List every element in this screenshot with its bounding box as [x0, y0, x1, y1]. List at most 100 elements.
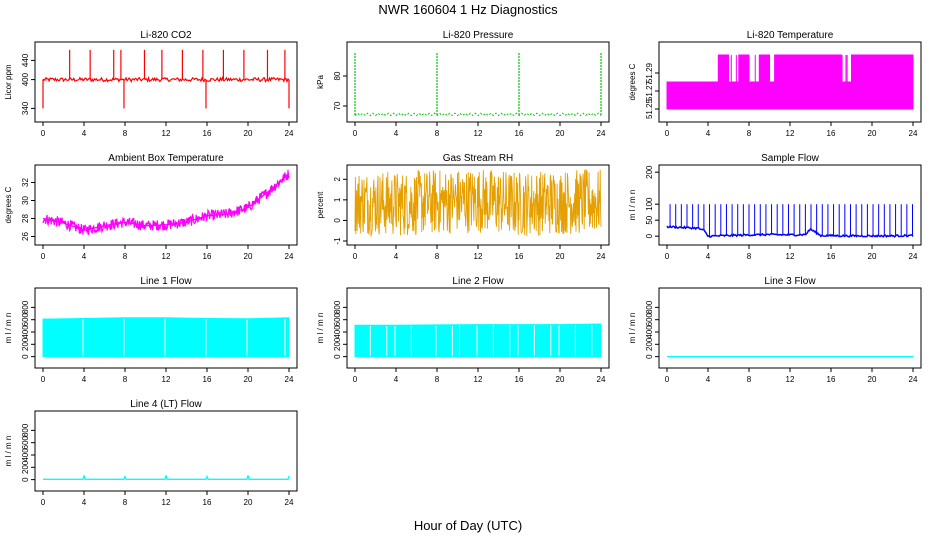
x-tick-label: 16 [515, 252, 524, 261]
x-tick-label: 0 [353, 252, 358, 261]
x-tick-label: 0 [41, 129, 46, 138]
x-tick-label: 24 [909, 129, 918, 138]
y-tick-label: 50 [645, 215, 654, 224]
x-tick-label: 20 [868, 252, 877, 261]
x-tick-label: 24 [285, 129, 294, 138]
x-tick-label: 0 [353, 129, 358, 138]
y-axis-label: degrees C [628, 63, 637, 100]
x-tick-label: 12 [786, 129, 795, 138]
x-tick-label: 0 [353, 375, 358, 384]
y-tick-label: 800 [21, 300, 30, 314]
x-tick-label: 16 [827, 375, 836, 384]
x-tick-label: 12 [786, 252, 795, 261]
x-tick-label: 20 [556, 375, 565, 384]
series-noise [42, 169, 290, 236]
x-tick-label: 0 [665, 375, 670, 384]
y-tick-label: 400 [21, 72, 30, 86]
x-tick-label: 0 [41, 252, 46, 261]
x-tick-label: 20 [244, 375, 253, 384]
x-tick-label: 24 [909, 252, 918, 261]
x-tick-label: 4 [394, 129, 399, 138]
y-tick-label: 440 [21, 53, 30, 67]
y-tick-label: 51.29 [645, 62, 654, 83]
x-tick-label: 24 [285, 252, 294, 261]
x-tick-label: 4 [82, 129, 87, 138]
x-tick-label: 12 [162, 129, 171, 138]
x-tick-label: 16 [203, 252, 212, 261]
x-tick-label: 12 [474, 375, 483, 384]
panel-title: Sample Flow [761, 153, 820, 164]
y-tick-label: 800 [645, 300, 654, 314]
y-tick-label: 26 [21, 232, 30, 241]
y-tick-label: 0 [645, 354, 654, 359]
y-tick-label: 51.27 [645, 80, 654, 101]
x-tick-label: 8 [435, 252, 440, 261]
y-tick-label: 400 [333, 325, 342, 339]
y-tick-label: 200 [333, 337, 342, 351]
x-tick-label: 16 [203, 129, 212, 138]
y-axis-label: kPa [316, 75, 325, 89]
panel-title: Li-820 CO2 [140, 30, 192, 41]
x-tick-label: 0 [665, 129, 670, 138]
y-tick-label: 340 [21, 101, 30, 115]
y-tick-label: 200 [645, 337, 654, 351]
panel-title: Ambient Box Temperature [108, 153, 224, 164]
x-tick-label: 20 [244, 252, 253, 261]
panel-title: Line 4 (LT) Flow [130, 399, 202, 410]
y-tick-label: 32 [21, 178, 30, 187]
x-tick-label: 0 [41, 375, 46, 384]
figure-title: NWR 160604 1 Hz Diagnostics [378, 2, 558, 17]
plot-frame [34, 164, 298, 246]
x-tick-label: 4 [394, 252, 399, 261]
x-tick-label: 12 [162, 252, 171, 261]
series-line [354, 112, 602, 117]
x-tick-label: 16 [203, 375, 212, 384]
panel-6: Sample Flow m l / m n 0 50 100 200 0 4 8 12 16 20 24 [628, 153, 922, 261]
x-tick-label: 20 [244, 498, 253, 507]
x-tick-label: 8 [123, 498, 128, 507]
series-line [666, 224, 914, 239]
y-axis-label: m l / m n [4, 313, 13, 344]
x-tick-label: 8 [747, 375, 752, 384]
x-tick-label: 16 [515, 129, 524, 138]
panel-1: Li-820 CO2 Licor ppm 340 400 440 0 4 8 12 16 20 24 [4, 30, 298, 138]
series-line [42, 75, 290, 83]
y-tick-label: 400 [21, 448, 30, 462]
y-tick-label: 600 [645, 312, 654, 326]
y-axis-label: degrees C [4, 186, 13, 223]
y-axis-label: m l / m n [628, 313, 637, 344]
plot-frame [34, 41, 298, 123]
y-axis-label: m l / m n [4, 436, 13, 467]
x-tick-label: 12 [162, 375, 171, 384]
x-tick-label: 0 [41, 498, 46, 507]
y-tick-label: 600 [333, 312, 342, 326]
panel-title: Li-820 Pressure [443, 30, 514, 41]
y-tick-label: 100 [645, 197, 654, 211]
x-tick-label: 20 [868, 129, 877, 138]
x-tick-label: 24 [597, 252, 606, 261]
x-tick-label: 16 [827, 252, 836, 261]
y-tick-label: 400 [21, 325, 30, 339]
series-line [43, 474, 290, 480]
x-tick-label: 8 [123, 375, 128, 384]
x-axis-caption: Hour of Day (UTC) [413, 518, 523, 533]
y-tick-label: 70 [333, 101, 342, 110]
y-tick-label: 30 [21, 196, 30, 205]
x-tick-label: 20 [244, 129, 253, 138]
y-tick-label: 200 [645, 165, 654, 179]
x-tick-label: 8 [123, 252, 128, 261]
panel-3: Li-820 Temperature degrees C 51.2551.2751.… [628, 30, 922, 138]
y-axis-label: m l / m n [628, 190, 637, 221]
y-tick-label: 0 [333, 218, 342, 223]
y-tick-label: 600 [21, 312, 30, 326]
x-tick-label: 24 [597, 375, 606, 384]
x-tick-label: 4 [706, 375, 711, 384]
plot-frame [346, 41, 610, 123]
y-tick-label: 400 [645, 325, 654, 339]
x-tick-label: 8 [123, 129, 128, 138]
panel-title: Li-820 Temperature [747, 30, 834, 41]
y-tick-label: 2 [333, 177, 342, 182]
